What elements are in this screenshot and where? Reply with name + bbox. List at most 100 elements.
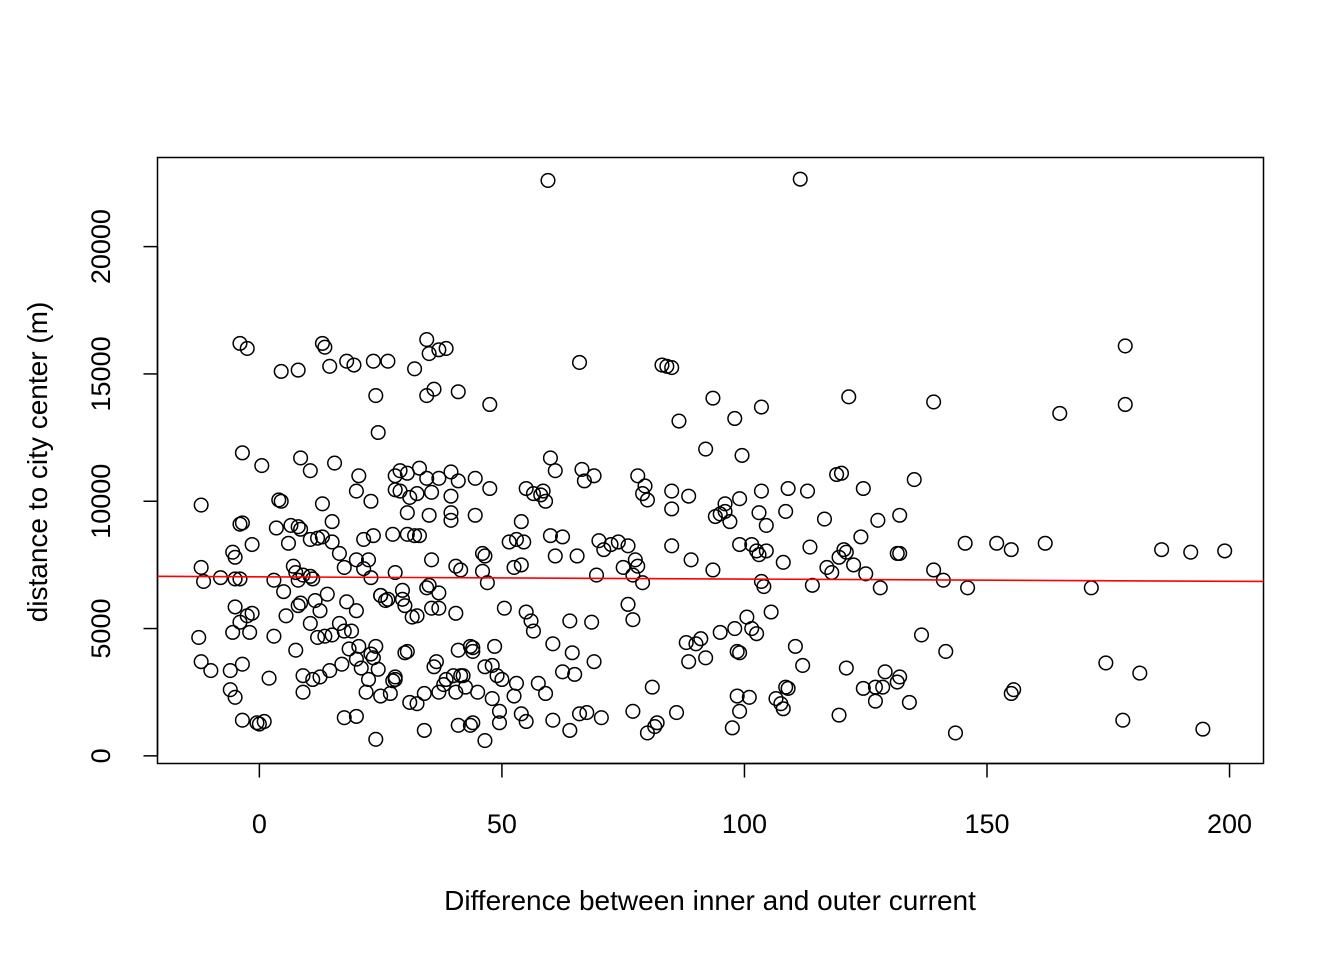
data-point (562, 613, 578, 629)
data-point (938, 643, 954, 660)
data-point (569, 548, 585, 564)
data-point (729, 688, 745, 704)
data-point (547, 463, 563, 479)
data-point (554, 664, 571, 680)
data-point (331, 545, 347, 561)
data-point (756, 578, 772, 595)
data-point (397, 598, 413, 614)
data-point (729, 643, 745, 660)
data-point (343, 623, 360, 639)
data-point (312, 603, 328, 619)
data-point (421, 507, 437, 523)
data-point (562, 722, 578, 738)
data-point (334, 656, 350, 672)
data-point (322, 358, 338, 374)
data-point (387, 671, 403, 688)
data-point (397, 645, 413, 661)
data-point (314, 529, 330, 545)
data-point (494, 671, 510, 688)
data-point (377, 592, 394, 609)
data-point (913, 627, 930, 643)
data-point (392, 483, 408, 499)
data-point (399, 505, 415, 521)
data-point (424, 600, 440, 616)
data-point (523, 613, 539, 629)
data-point (1037, 535, 1053, 551)
data-point (838, 544, 854, 560)
data-point (448, 558, 464, 574)
data-point (196, 573, 212, 589)
data-point (402, 694, 418, 710)
y-axis-label: distance to city center (m) (22, 302, 53, 623)
y-tick-label: 10000 (86, 464, 116, 539)
data-point (266, 628, 282, 644)
data-point (407, 361, 423, 377)
data-point (339, 353, 355, 369)
data-point (254, 458, 270, 474)
data-point (348, 483, 364, 499)
data-point (926, 394, 942, 410)
data-point (295, 684, 311, 700)
data-point (467, 507, 483, 523)
data-point (356, 561, 372, 577)
data-point (307, 592, 323, 609)
data-point (431, 585, 447, 601)
data-point (1183, 544, 1199, 560)
data-point (242, 624, 258, 640)
data-point (732, 703, 748, 719)
data-point (586, 654, 602, 670)
data-point (339, 594, 355, 610)
data-point (431, 684, 447, 700)
x-tick-label: 200 (1207, 809, 1252, 839)
data-point (593, 710, 609, 726)
data-point (732, 645, 748, 661)
data-point (751, 547, 767, 563)
data-point (290, 598, 306, 614)
data-point (620, 596, 636, 612)
data-point (538, 685, 554, 702)
data-point (717, 503, 733, 519)
data-point (484, 657, 500, 674)
data-point (501, 534, 517, 550)
data-point (443, 488, 459, 504)
data-point (698, 650, 714, 666)
data-point (387, 482, 403, 498)
data-point (314, 496, 330, 512)
data-point (450, 717, 466, 733)
data-point (491, 715, 508, 731)
data-point (479, 575, 495, 591)
x-tick-label: 150 (964, 809, 1009, 839)
data-point (1006, 682, 1022, 698)
data-point (268, 520, 284, 536)
data-point (193, 559, 209, 575)
data-point (336, 710, 352, 726)
data-point (659, 358, 675, 374)
data-point (625, 567, 641, 583)
data-point (564, 645, 580, 661)
data-point (906, 472, 922, 488)
data-point (341, 641, 357, 657)
data-point (853, 529, 869, 545)
data-point (698, 441, 714, 457)
data-point (324, 534, 340, 550)
data-point (351, 638, 367, 654)
data-point (453, 562, 469, 578)
data-point (222, 682, 238, 698)
data-point (705, 390, 721, 406)
data-point (877, 664, 893, 680)
x-tick-label: 50 (487, 809, 517, 839)
data-point (799, 483, 816, 499)
data-point (227, 571, 243, 587)
data-point (518, 604, 534, 620)
data-point (688, 636, 704, 652)
data-point (227, 549, 243, 565)
data-point (317, 339, 333, 355)
data-point (421, 346, 437, 362)
data-point (416, 722, 432, 738)
data-point (576, 473, 592, 489)
data-point (327, 455, 343, 471)
data-point (588, 567, 605, 583)
data-point (193, 654, 209, 670)
data-point (1132, 665, 1148, 681)
